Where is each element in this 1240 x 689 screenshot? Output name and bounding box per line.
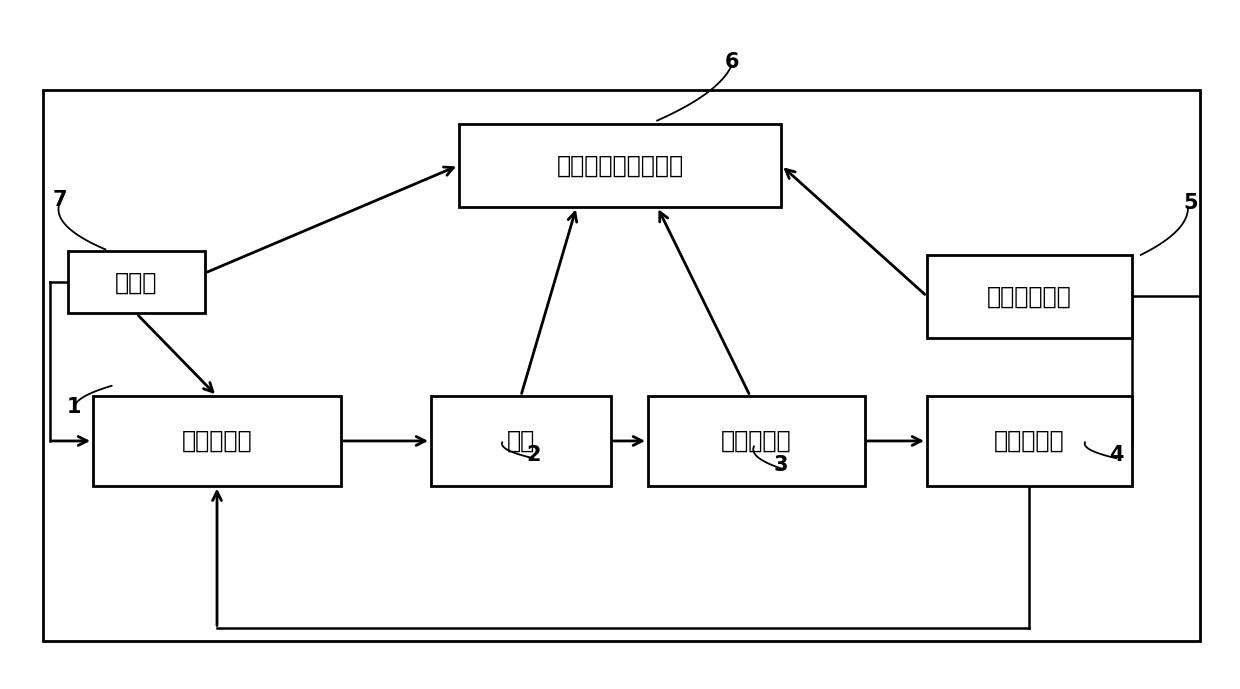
Text: 角速率传感器: 角速率传感器: [987, 285, 1071, 308]
Text: 主控台: 主控台: [115, 271, 157, 294]
Text: 飞机仿真机: 飞机仿真机: [722, 429, 791, 453]
Text: 飞控计算机: 飞控计算机: [182, 429, 252, 453]
Text: 5: 5: [1183, 193, 1198, 214]
Text: 2: 2: [526, 444, 541, 465]
Text: 3: 3: [774, 455, 789, 475]
Bar: [93, 396, 341, 486]
Bar: [432, 396, 610, 486]
Text: 7: 7: [52, 189, 67, 210]
Bar: [926, 396, 1131, 486]
Text: 角速率转台: 角速率转台: [994, 429, 1064, 453]
Bar: [459, 124, 781, 207]
Bar: [647, 396, 866, 486]
Text: 6: 6: [724, 52, 739, 72]
Bar: [43, 90, 1200, 641]
Text: 1: 1: [67, 396, 82, 417]
Bar: [68, 251, 205, 313]
Text: 数据采集与处理设备: 数据采集与处理设备: [557, 154, 683, 177]
Bar: [926, 255, 1131, 338]
Text: 舵机: 舵机: [507, 429, 534, 453]
Text: 4: 4: [1109, 444, 1123, 465]
